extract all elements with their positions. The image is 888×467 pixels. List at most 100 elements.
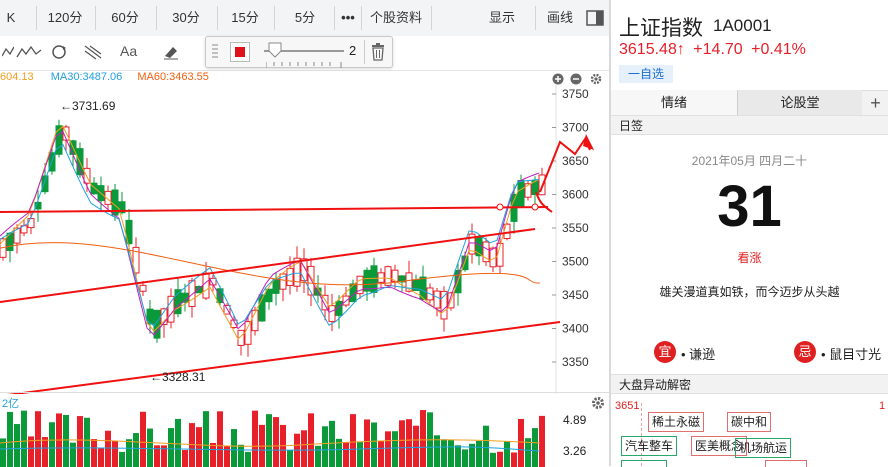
trendline-anchor xyxy=(531,203,539,211)
color-swatch-icon xyxy=(235,47,245,57)
period-tab-30min[interactable]: 30分 xyxy=(172,10,200,25)
candle-body xyxy=(230,319,238,329)
candle-body xyxy=(265,288,273,303)
volume-bar xyxy=(196,427,202,467)
good-badge-icon: 宜 xyxy=(654,341,676,363)
volume-bar xyxy=(315,445,321,467)
daily-day-number: 31 xyxy=(717,174,782,239)
candle-body xyxy=(482,241,490,263)
panel-divider[interactable] xyxy=(609,0,611,466)
volume-bar xyxy=(462,449,468,467)
anomaly-tag[interactable]: 医美概念 xyxy=(691,436,748,456)
divider xyxy=(36,6,37,30)
anomaly-header: 大盘异动解密 xyxy=(611,374,888,394)
text-tool-icon[interactable]: Aa xyxy=(120,43,138,59)
divider xyxy=(361,6,362,30)
volume-bar xyxy=(252,410,258,467)
volume-bar xyxy=(0,438,6,467)
volume-bar xyxy=(532,428,538,467)
candle-body xyxy=(188,280,196,308)
anomaly-tag[interactable]: 稀土永磁 xyxy=(648,412,705,432)
line-width-slider[interactable] xyxy=(264,50,344,52)
candle-body xyxy=(244,321,252,345)
volume-bar xyxy=(224,445,230,467)
candle-body xyxy=(363,269,371,292)
period-tab-day[interactable]: K xyxy=(6,10,16,25)
price-axis-label: 3350 xyxy=(562,355,589,369)
period-tab-5min[interactable]: 5分 xyxy=(294,10,316,25)
stock-profile-button[interactable]: 个股资料 xyxy=(369,10,422,25)
price-change-pct: +0.41% xyxy=(751,41,806,58)
volume-settings-icon[interactable] xyxy=(591,396,605,410)
tab-sentiment[interactable]: 情绪 xyxy=(611,90,737,116)
period-tab-60min[interactable]: 60分 xyxy=(111,10,139,25)
forecast-arrowhead xyxy=(583,134,594,150)
bad-text: 鼠目寸光 xyxy=(829,347,882,362)
anomaly-tag[interactable]: 机场航运 xyxy=(735,438,792,458)
volume-bar xyxy=(455,445,461,467)
add-tab-button[interactable]: + xyxy=(870,93,881,113)
volume-bar xyxy=(119,451,125,467)
volume-bar xyxy=(42,437,48,467)
price-axis-label: 3450 xyxy=(562,288,589,302)
ma5-value: 604.13 xyxy=(0,71,34,83)
volume-bar xyxy=(112,440,118,467)
anomaly-tag[interactable]: 碳中和 xyxy=(727,412,772,432)
add-watchlist-button[interactable]: 一自选 xyxy=(619,65,673,83)
candle-body xyxy=(440,290,448,320)
volume-bar xyxy=(399,420,405,467)
candle-body xyxy=(41,175,49,193)
panel-toggle-icon[interactable] xyxy=(586,10,604,26)
volume-bar xyxy=(14,424,20,467)
display-menu-button[interactable]: 显示▼ xyxy=(484,0,520,60)
anomaly-tag-partial xyxy=(621,460,667,467)
cycle-tool-icon[interactable] xyxy=(48,43,70,61)
slider-thumb[interactable] xyxy=(268,42,282,58)
price-change: +14.70 xyxy=(693,41,743,58)
volume-bar xyxy=(140,411,146,467)
ma60-value: MA60:3463.55 xyxy=(137,71,209,83)
candle-body xyxy=(118,201,126,214)
lower-channel-line xyxy=(0,321,561,397)
volume-bar xyxy=(21,410,27,467)
wave-tool-icon[interactable] xyxy=(16,44,42,60)
fibonacci-tool-icon[interactable] xyxy=(82,43,104,61)
price-axis-label: 3500 xyxy=(562,255,589,269)
more-periods-button[interactable]: ••• xyxy=(341,10,355,25)
volume-bar xyxy=(203,411,209,467)
candlestick-chart[interactable]: 3750 3700 3650 3600 3550 3500 3450 3400 3350 ←37… xyxy=(0,84,610,397)
candle-body xyxy=(202,272,210,299)
volume-bar xyxy=(35,411,41,467)
volume-bar xyxy=(406,419,412,467)
color-picker-button[interactable] xyxy=(230,42,250,62)
volume-bar xyxy=(434,435,440,467)
display-label: 显示 xyxy=(488,10,515,25)
index-name: 上证指数 xyxy=(619,17,703,40)
anomaly-tag[interactable]: 汽车整车 xyxy=(621,436,678,456)
eraser-icon[interactable] xyxy=(162,44,180,60)
volume-bar xyxy=(266,414,272,467)
zigzag-tool-icon[interactable] xyxy=(1,45,15,59)
candle-body xyxy=(27,218,35,229)
candle-body xyxy=(139,284,147,292)
tab-forum[interactable]: 论股堂 xyxy=(738,90,862,116)
draw-line-button[interactable]: 画线 xyxy=(546,10,573,25)
volume-bar xyxy=(469,443,475,467)
divider xyxy=(431,6,432,30)
candle-body xyxy=(293,257,301,287)
trash-icon[interactable] xyxy=(370,43,386,61)
slider-ticks-icon xyxy=(265,57,342,68)
divider xyxy=(334,6,335,30)
drag-handle-icon[interactable] xyxy=(212,42,218,60)
candle-body xyxy=(279,273,287,290)
chart-zoom-controls xyxy=(552,73,604,85)
low-annotation: ←3328.31 xyxy=(150,370,206,384)
price-axis-label: 3550 xyxy=(562,221,589,235)
candle-body xyxy=(503,223,511,240)
candle-body xyxy=(55,125,63,155)
period-tab-15min[interactable]: 15分 xyxy=(231,10,259,25)
volume-bar xyxy=(210,442,216,467)
volume-bar xyxy=(301,430,307,467)
period-tab-120min[interactable]: 120分 xyxy=(47,10,83,25)
candle-body xyxy=(433,290,441,309)
